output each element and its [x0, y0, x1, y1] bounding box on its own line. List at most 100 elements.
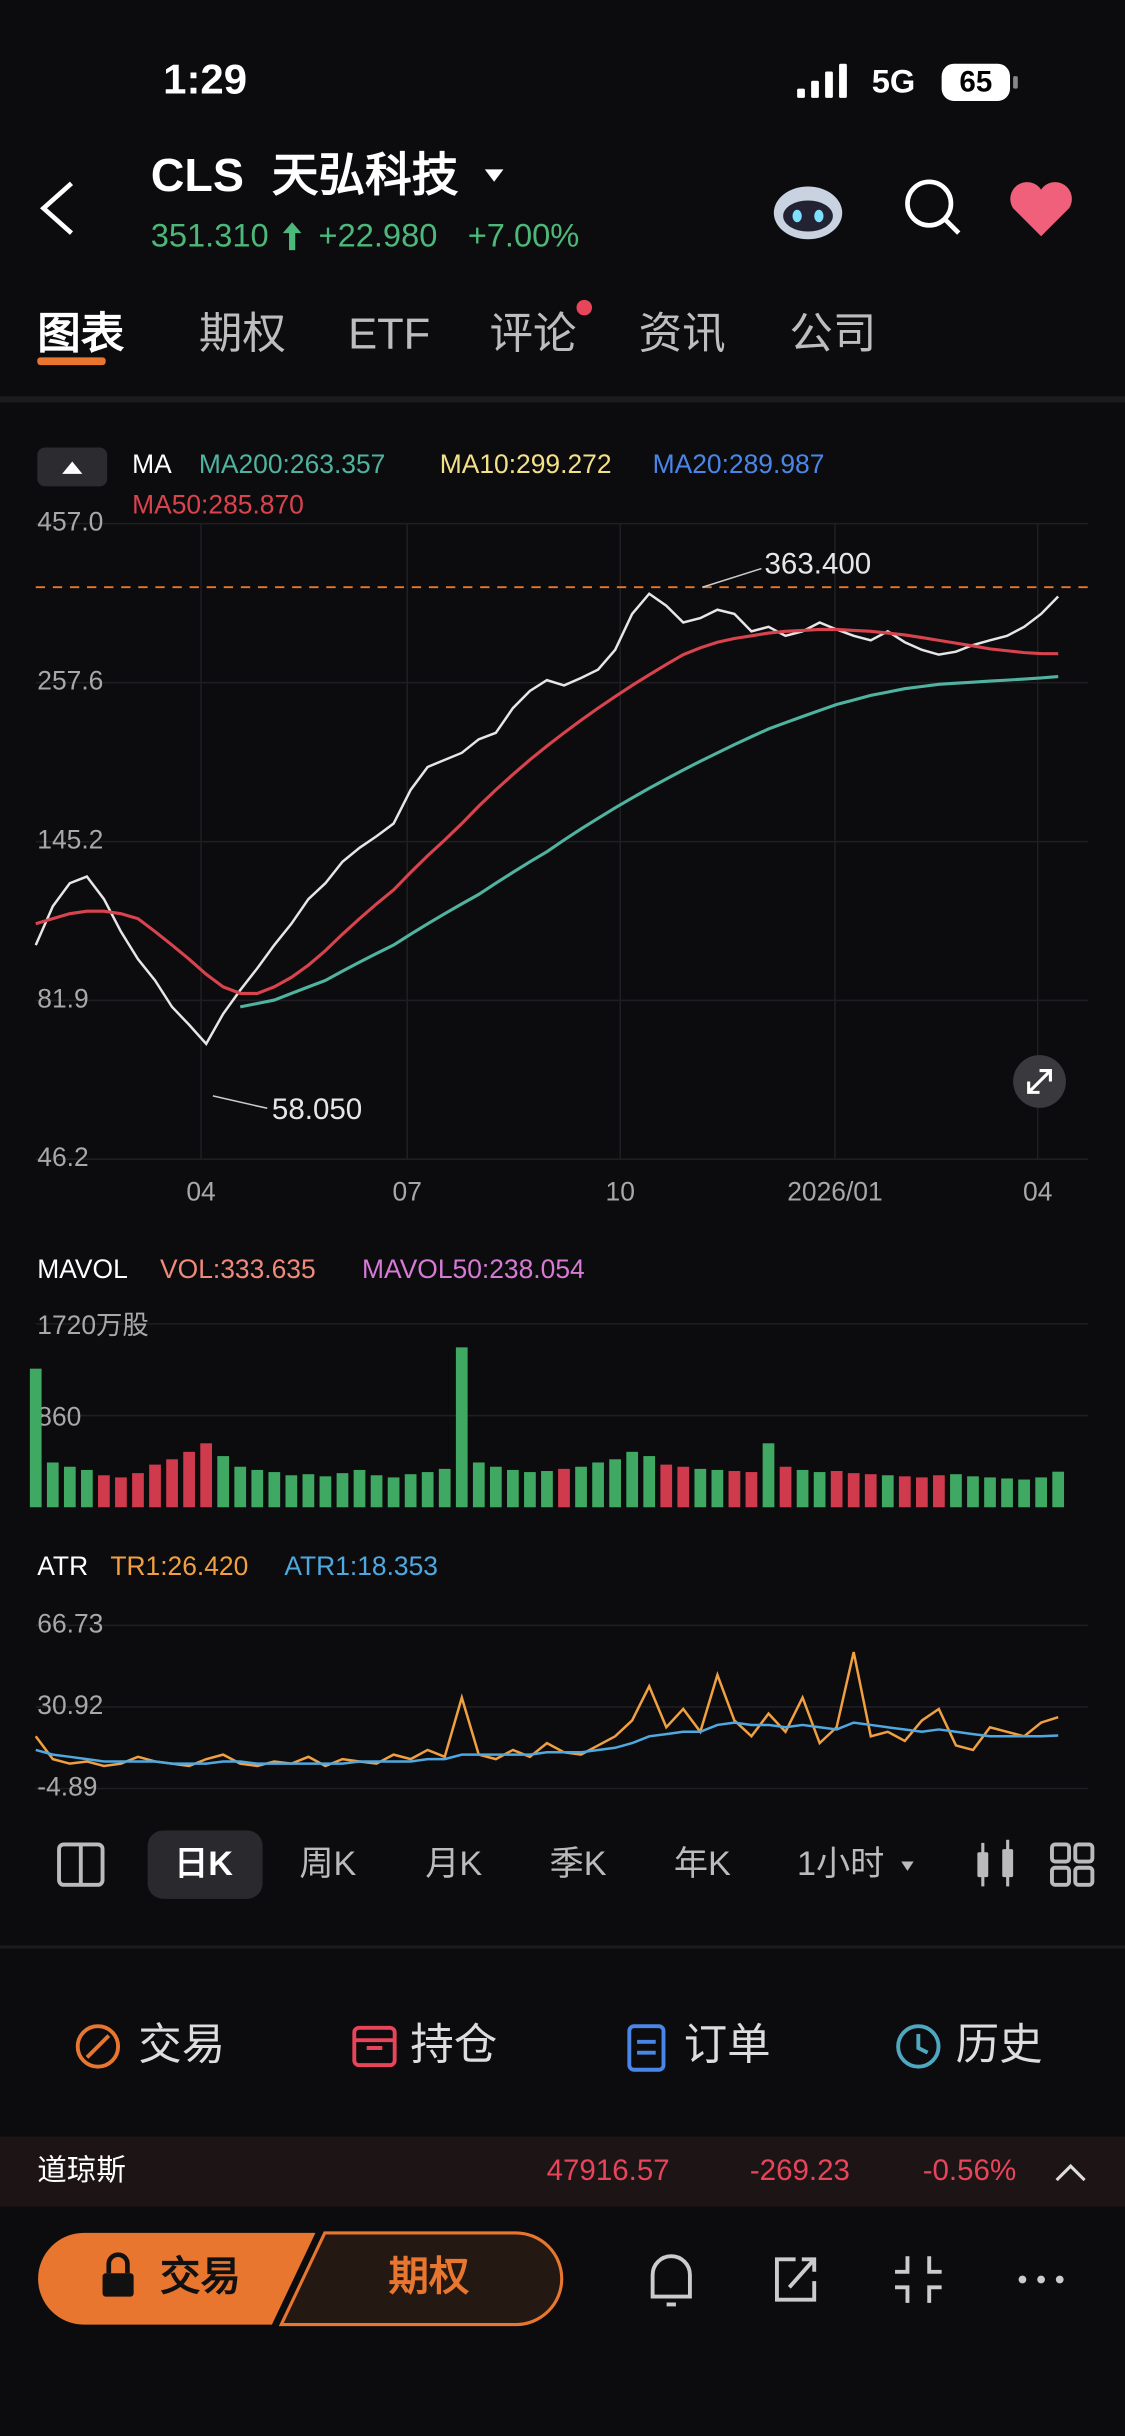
action-bar: 交易 持仓 订单 历史: [138, 2021, 1042, 2069]
volume-bar: [1001, 1478, 1013, 1508]
stock-name[interactable]: 天弘科技: [272, 149, 459, 201]
tab[interactable]: 期权: [199, 311, 286, 359]
index-change: -269.23: [750, 2154, 850, 2187]
legend-ma10: MA10:299.272: [440, 449, 612, 479]
volume-bar: [1018, 1479, 1030, 1508]
volume-legend-title: MAVOL: [37, 1254, 128, 1284]
price: 351.310: [151, 216, 269, 253]
period-option[interactable]: 周K: [299, 1845, 356, 1883]
more-icon[interactable]: [1018, 2275, 1064, 2284]
atr-legend-title: ATR: [37, 1551, 88, 1581]
tab[interactable]: 评论: [489, 311, 576, 359]
volume-bar: [455, 1347, 468, 1508]
order-icon: [627, 2024, 666, 2072]
lock-icon: [102, 2252, 134, 2297]
price-chart: 457.0 257.6 145.2 81.9 46.2 04 07 10 2026/01 04 36…: [34, 507, 1088, 1206]
volume-bar: [762, 1443, 775, 1508]
volume-chart: 860 1720万股: [29, 1310, 1088, 1508]
alert-icon[interactable]: [650, 2254, 692, 2307]
volume-bar: [796, 1469, 809, 1508]
volume-bar: [302, 1474, 315, 1508]
volume-bar: [592, 1462, 604, 1508]
volume-bar: [489, 1466, 502, 1508]
volume-bar: [200, 1443, 213, 1508]
volume-bar: [558, 1468, 570, 1508]
volume-bar: [524, 1472, 536, 1508]
period-option[interactable]: 日K: [174, 1845, 233, 1883]
legend-ma200: MA200:263.357: [199, 449, 385, 479]
price-change: +22.980: [319, 216, 438, 253]
volume-bar: [319, 1476, 332, 1508]
tab[interactable]: 资讯: [639, 311, 726, 359]
trade-button-label: 交易: [160, 2253, 241, 2299]
action-button[interactable]: 持仓: [410, 2021, 497, 2069]
period-option[interactable]: 季K: [550, 1845, 607, 1883]
volume-bar: [166, 1459, 178, 1508]
action-button[interactable]: 交易: [138, 2021, 225, 2069]
volume-bar: [285, 1475, 298, 1508]
y-tick-label: 145.2: [37, 825, 103, 855]
tab-indicator: [37, 357, 106, 366]
volume-bar: [711, 1469, 724, 1508]
compare-icon[interactable]: [895, 2256, 942, 2303]
volume-legend-mavol: MAVOL50:238.054: [362, 1254, 585, 1284]
index-ticker-bar[interactable]: [0, 2136, 1125, 2207]
legend-ma20: MA20:289.987: [653, 449, 825, 479]
dropdown-caret[interactable]: [484, 169, 504, 182]
series-line: [35, 627, 1059, 995]
options-button[interactable]: [278, 2231, 564, 2327]
index-change-pct: -0.56%: [923, 2154, 1017, 2187]
series-line: [34, 1651, 1059, 1768]
volume-bar: [63, 1466, 76, 1508]
tab[interactable]: 公司: [789, 311, 876, 359]
volume-bar: [1052, 1471, 1065, 1508]
volume-bar: [46, 1462, 59, 1508]
y-tick-label: 81.9: [37, 983, 88, 1013]
period-option[interactable]: 1小时: [797, 1845, 884, 1883]
volume-bar: [29, 1368, 42, 1508]
series-line: [239, 675, 1059, 1009]
atr-chart: 66.73 30.92 -4.89: [34, 1608, 1088, 1801]
candle-type-icon[interactable]: [977, 1839, 1014, 1887]
tab-bar: 图表 期权 ETF 评论 资讯 公司: [37, 311, 876, 359]
back-button[interactable]: [39, 181, 74, 235]
indicator-grid-icon[interactable]: [1050, 1842, 1095, 1887]
tab[interactable]: ETF: [348, 311, 430, 359]
favorite-icon[interactable]: [1010, 182, 1072, 237]
expand-caret[interactable]: [1055, 2163, 1086, 2182]
volume-bar: [643, 1456, 656, 1508]
period-bar: 日K 周K 月K 季K 年K 1小时: [174, 1845, 884, 1883]
atr-legend-tr: TR1:26.420: [110, 1551, 248, 1581]
volume-bar: [609, 1459, 621, 1508]
options-button-label: 期权: [388, 2253, 469, 2299]
y-tick-label: -4.89: [37, 1771, 97, 1801]
up-arrow: [282, 222, 302, 251]
period-option[interactable]: 月K: [425, 1845, 482, 1883]
action-button[interactable]: 订单: [684, 2021, 771, 2069]
assistant-icon[interactable]: [773, 186, 843, 240]
layout-toggle[interactable]: [57, 1842, 105, 1887]
volume-bar: [660, 1464, 673, 1508]
volume-bar: [507, 1469, 519, 1508]
volume-bar: [353, 1469, 366, 1508]
volume-bar: [80, 1469, 93, 1508]
share-icon[interactable]: [774, 2257, 817, 2302]
volume-bar: [813, 1472, 826, 1508]
series-line: [34, 592, 1060, 1047]
signal-icon: [797, 63, 847, 98]
annotation-leader: [212, 1095, 268, 1110]
atr-legend-atr: ATR1:18.353: [284, 1551, 438, 1581]
battery-level: 65: [959, 66, 992, 99]
volume-bar: [370, 1475, 383, 1508]
action-button[interactable]: 历史: [956, 2021, 1043, 2069]
period-option[interactable]: 年K: [674, 1845, 731, 1883]
tab[interactable]: 图表: [37, 311, 124, 359]
search-icon[interactable]: [905, 179, 961, 235]
volume-bar: [984, 1477, 996, 1508]
volume-bar: [421, 1472, 434, 1508]
trade-button[interactable]: [38, 2232, 316, 2325]
battery-icon: [941, 63, 1011, 102]
network-label: 5G: [872, 63, 916, 100]
